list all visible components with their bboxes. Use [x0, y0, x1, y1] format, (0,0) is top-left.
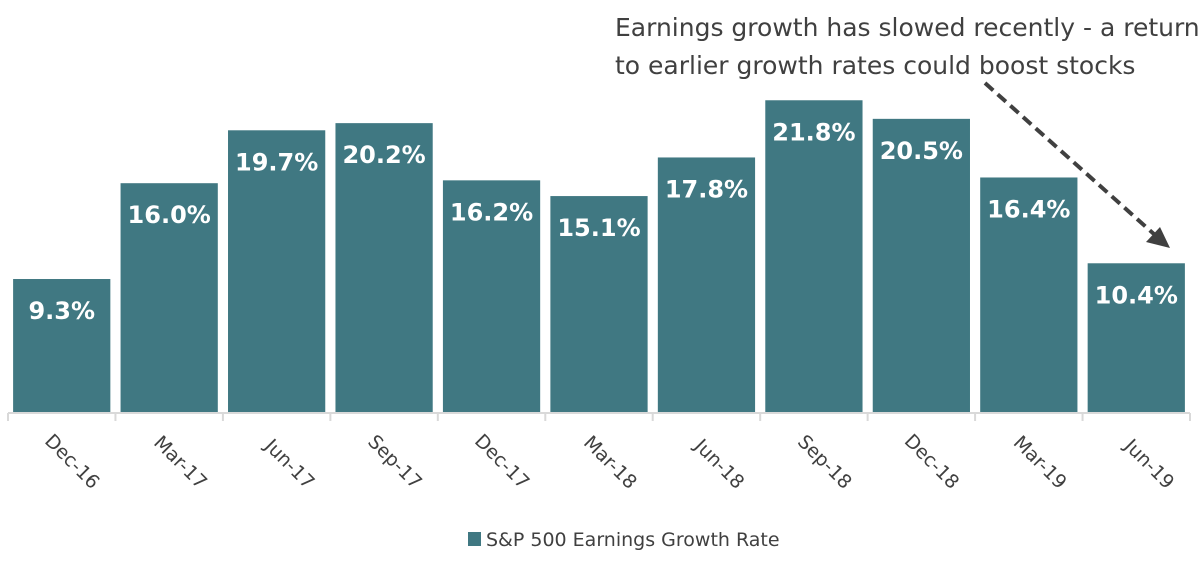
bar-sep-18	[765, 100, 863, 412]
bar-mar-17	[120, 183, 218, 412]
bar-value-label: 16.0%	[128, 201, 211, 229]
annotation-arrow-shaft	[983, 81, 1157, 237]
bar-dec-17	[442, 180, 541, 412]
bar-mar-19	[980, 177, 1078, 412]
bar-value-label: 19.7%	[235, 148, 318, 176]
bars-group	[13, 100, 1185, 413]
bar-mar-18	[550, 196, 648, 412]
bar-jun-18	[657, 157, 756, 412]
bar-jun-17	[228, 130, 326, 413]
x-tick-label: Mar-17	[149, 432, 211, 494]
bar-value-label: 20.2%	[342, 141, 425, 169]
bar-value-label: 21.8%	[772, 118, 855, 146]
annotation: Earnings growth has slowed recently - a …	[615, 13, 1199, 248]
bar-value-label: 16.4%	[987, 195, 1070, 223]
bar-value-label: 9.3%	[28, 297, 95, 325]
x-tick-label: Jun-19	[1119, 434, 1178, 493]
x-tick-label: Mar-18	[579, 432, 641, 494]
legend-swatch	[468, 532, 481, 546]
annotation-line-1: Earnings growth has slowed recently - a …	[615, 13, 1199, 42]
legend: S&P 500 Earnings Growth Rate	[468, 529, 780, 551]
x-tick-label: Sep-17	[363, 431, 426, 494]
bar-dec-16	[13, 279, 111, 412]
bar-dec-18	[872, 118, 970, 412]
annotation-line-2: to earlier growth rates could boost stoc…	[615, 51, 1135, 80]
x-tick-label: Jun-17	[259, 434, 318, 493]
bar-value-label: 10.4%	[1095, 281, 1178, 309]
bar-value-label: 17.8%	[665, 175, 748, 203]
x-tick-label: Sep-18	[793, 431, 856, 494]
bar-jun-19	[1087, 263, 1185, 412]
bar-labels-group: 9.3% 16.0% 19.7% 20.2% 16.2% 15.1% 17.8% 21.8% 2…	[28, 118, 1177, 325]
bar-sep-17	[335, 123, 433, 412]
x-tick-label: Dec-16	[40, 430, 104, 494]
x-axis	[7, 412, 1191, 421]
annotation-arrowhead-icon	[1146, 227, 1170, 248]
bar-value-label: 15.1%	[557, 214, 640, 242]
bar-value-label: 16.2%	[450, 198, 533, 226]
x-tick-label: Jun-18	[689, 434, 748, 493]
x-tick-label: Dec-18	[900, 430, 964, 494]
x-tick-labels: Dec-16 Mar-17 Jun-17 Sep-17 Dec-17 Mar-18 Jun-…	[40, 430, 1178, 494]
x-tick-label: Mar-19	[1009, 432, 1071, 494]
bar-value-label: 20.5%	[880, 137, 963, 165]
x-tick-label: Dec-17	[470, 430, 534, 494]
legend-label: S&P 500 Earnings Growth Rate	[486, 529, 780, 551]
